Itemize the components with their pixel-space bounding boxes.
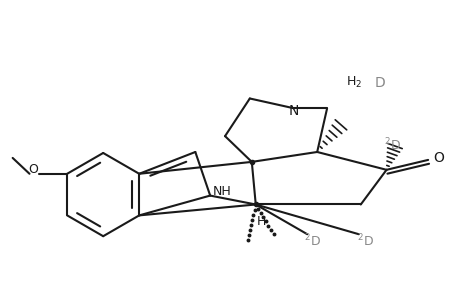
Text: $\mathregular{^2}$D: $\mathregular{^2}$D [356,233,373,249]
Text: O: O [432,151,443,165]
Text: O: O [28,163,38,176]
Text: H: H [257,215,266,228]
Text: D: D [374,76,385,90]
Text: $\mathregular{^2}$D: $\mathregular{^2}$D [383,137,400,153]
Text: $\mathregular{^2}$D: $\mathregular{^2}$D [304,233,320,249]
Text: N: N [288,104,298,118]
Text: NH: NH [213,185,231,198]
Text: $\mathregular{H_2}$: $\mathregular{H_2}$ [345,75,361,90]
